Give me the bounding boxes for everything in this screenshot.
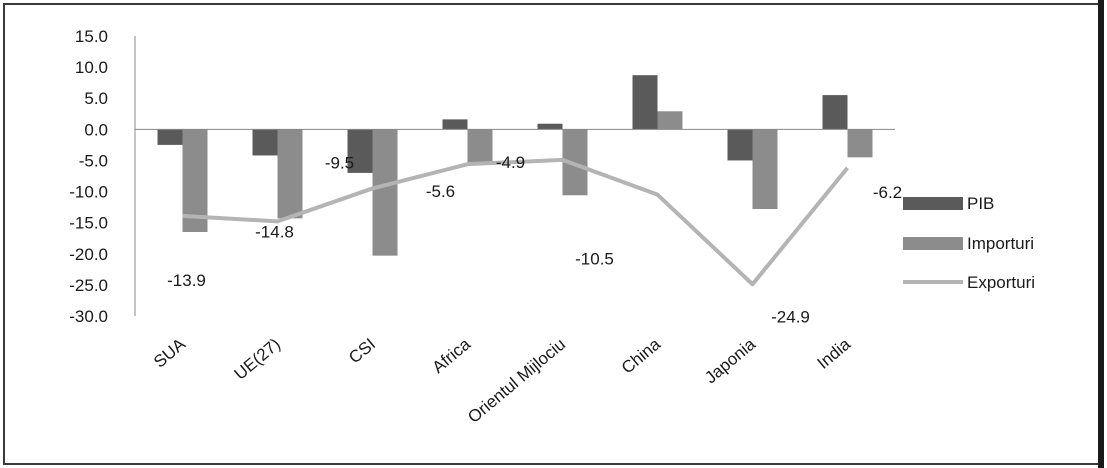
pib-bar xyxy=(537,123,563,130)
legend-swatch xyxy=(903,197,963,210)
importuri-bar xyxy=(372,129,398,256)
y-tick-label: 15.0 xyxy=(75,27,108,46)
exporturi-data-label: -14.8 xyxy=(255,222,294,241)
y-tick-label: -15.0 xyxy=(69,214,108,233)
importuri-bar xyxy=(657,111,683,130)
pib-bar xyxy=(442,119,468,130)
exporturi-data-label: -13.9 xyxy=(167,271,206,290)
y-axis-ticks: 15.0 10.0 5.0 0.0 -5.0 -10.0 -15.0 -20.0 -25.0 -3… xyxy=(69,27,108,326)
x-tick-label: China xyxy=(618,334,665,377)
bars xyxy=(157,75,873,256)
legend-swatch xyxy=(903,237,963,250)
pib-bar xyxy=(252,129,278,156)
pib-bar xyxy=(822,95,848,130)
y-tick-label: -10.0 xyxy=(69,183,108,202)
exporturi-line-layer xyxy=(182,157,850,287)
legend-label: PIB xyxy=(967,194,994,213)
importuri-bar xyxy=(752,129,778,209)
x-tick-label: UE(27) xyxy=(231,335,284,384)
x-tick-label: India xyxy=(814,334,855,373)
exporturi-line xyxy=(182,157,850,287)
exporturi-data-label: -10.5 xyxy=(575,250,614,269)
pib-bar xyxy=(157,129,183,145)
legend-label: Importuri xyxy=(967,234,1034,253)
legend-label: Exporturi xyxy=(967,273,1035,292)
x-tick-label: Japonia xyxy=(701,334,759,387)
frame-edge xyxy=(1098,0,1104,468)
y-tick-label: 0.0 xyxy=(84,120,108,139)
x-tick-label: SUA xyxy=(150,334,189,371)
exporturi-data-label: -4.9 xyxy=(496,153,525,172)
y-tick-label: 10.0 xyxy=(75,58,108,77)
pib-bar xyxy=(632,75,658,130)
exporturi-data-label: -24.9 xyxy=(771,307,810,326)
x-tick-label: Orientul Mijlociu xyxy=(464,335,569,427)
chart-frame xyxy=(3,3,1101,465)
data-labels: -13.9 -14.8 -9.5 -5.6 -4.9 -10.5 -24.9 -6.2 xyxy=(167,153,902,326)
x-tick-label: Africa xyxy=(429,334,475,377)
importuri-bar xyxy=(277,129,303,219)
pib-bar xyxy=(727,129,753,161)
x-tick-label: CSI xyxy=(345,335,379,368)
y-tick-label: -5.0 xyxy=(79,151,108,170)
exporturi-data-label: -9.5 xyxy=(325,153,354,172)
legend: PIB Importuri Exporturi xyxy=(903,194,1035,292)
y-tick-label: -20.0 xyxy=(69,245,108,264)
y-tick-label: -25.0 xyxy=(69,276,108,295)
pib-bar xyxy=(347,129,373,173)
exporturi-data-label: -5.6 xyxy=(426,182,455,201)
exporturi-data-label: -6.2 xyxy=(873,183,902,202)
y-tick-label: 5.0 xyxy=(84,89,108,108)
importuri-bar xyxy=(467,129,493,164)
y-tick-label: -30.0 xyxy=(69,307,108,326)
importuri-bar xyxy=(847,129,873,158)
